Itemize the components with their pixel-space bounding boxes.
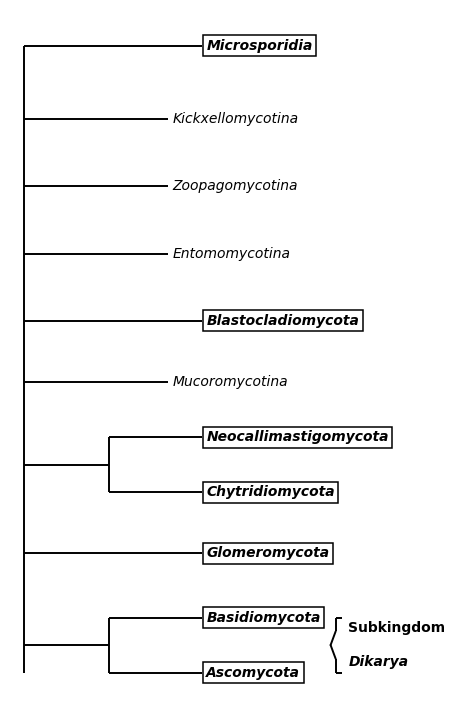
Text: Mucoromycotina: Mucoromycotina — [173, 375, 288, 389]
Text: Dikarya: Dikarya — [348, 655, 409, 669]
Text: Blastocladiomycota: Blastocladiomycota — [206, 314, 359, 328]
Text: Neocallimastigomycota: Neocallimastigomycota — [206, 430, 389, 444]
Text: Glomeromycota: Glomeromycota — [206, 547, 329, 560]
Text: Basidiomycota: Basidiomycota — [206, 610, 321, 625]
Text: Chytridiomycota: Chytridiomycota — [206, 485, 335, 499]
Text: Entomomycotina: Entomomycotina — [173, 247, 291, 261]
Text: Microsporidia: Microsporidia — [206, 38, 313, 52]
Text: Ascomycota: Ascomycota — [206, 666, 301, 680]
Text: Zoopagomycotina: Zoopagomycotina — [173, 179, 298, 194]
Text: Kickxellomycotina: Kickxellomycotina — [173, 112, 299, 126]
Text: Subkingdom: Subkingdom — [348, 621, 446, 635]
